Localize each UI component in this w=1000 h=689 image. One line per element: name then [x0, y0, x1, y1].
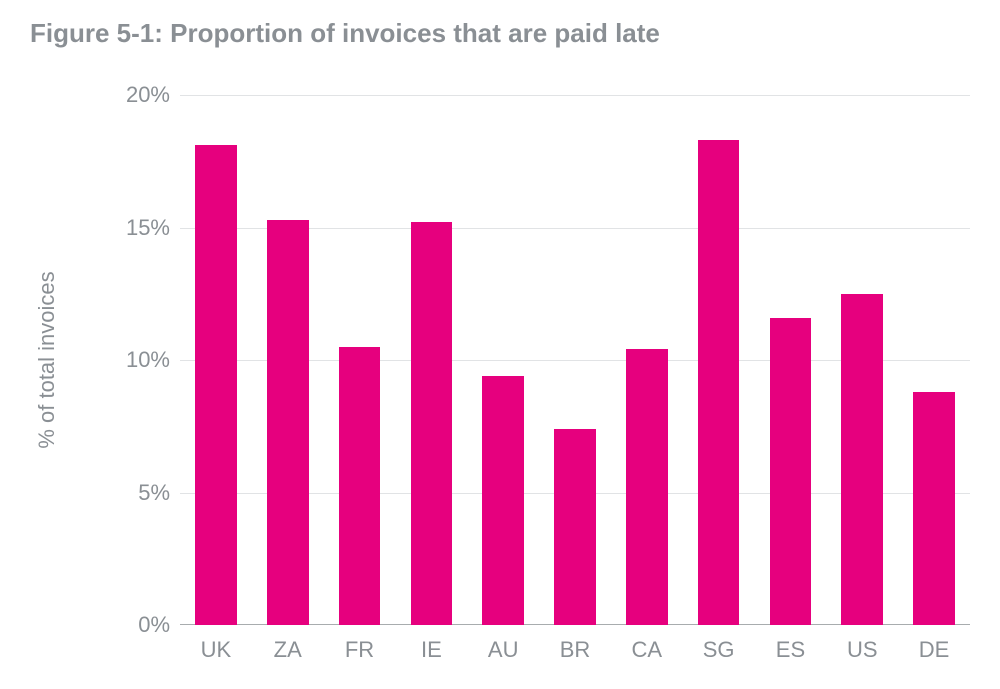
- x-tick-label: UK: [201, 637, 232, 663]
- x-tick-label: FR: [345, 637, 374, 663]
- bar: [626, 349, 668, 625]
- bar: [770, 318, 812, 625]
- y-tick-label: 10%: [100, 347, 170, 373]
- x-tick-label: AU: [488, 637, 519, 663]
- bar: [841, 294, 883, 625]
- bar: [554, 429, 596, 625]
- bar: [698, 140, 740, 625]
- x-tick-label: US: [847, 637, 878, 663]
- bar: [195, 145, 237, 625]
- bar: [913, 392, 955, 625]
- y-tick-label: 5%: [100, 480, 170, 506]
- y-axis-label: % of total invoices: [34, 271, 60, 448]
- bar: [482, 376, 524, 625]
- figure: Figure 5-1: Proportion of invoices that …: [0, 0, 1000, 689]
- figure-title: Figure 5-1: Proportion of invoices that …: [30, 18, 660, 49]
- x-tick-label: CA: [632, 637, 663, 663]
- bar: [339, 347, 381, 625]
- x-tick-label: IE: [421, 637, 442, 663]
- x-tick-label: SG: [703, 637, 735, 663]
- plot-area: [180, 95, 970, 625]
- y-tick-label: 15%: [100, 215, 170, 241]
- x-tick-label: ZA: [274, 637, 302, 663]
- bar: [411, 222, 453, 625]
- x-tick-label: BR: [560, 637, 591, 663]
- x-tick-label: DE: [919, 637, 950, 663]
- x-tick-label: ES: [776, 637, 805, 663]
- bar: [267, 220, 309, 625]
- gridline: [180, 95, 970, 96]
- y-tick-label: 20%: [100, 82, 170, 108]
- y-tick-label: 0%: [100, 612, 170, 638]
